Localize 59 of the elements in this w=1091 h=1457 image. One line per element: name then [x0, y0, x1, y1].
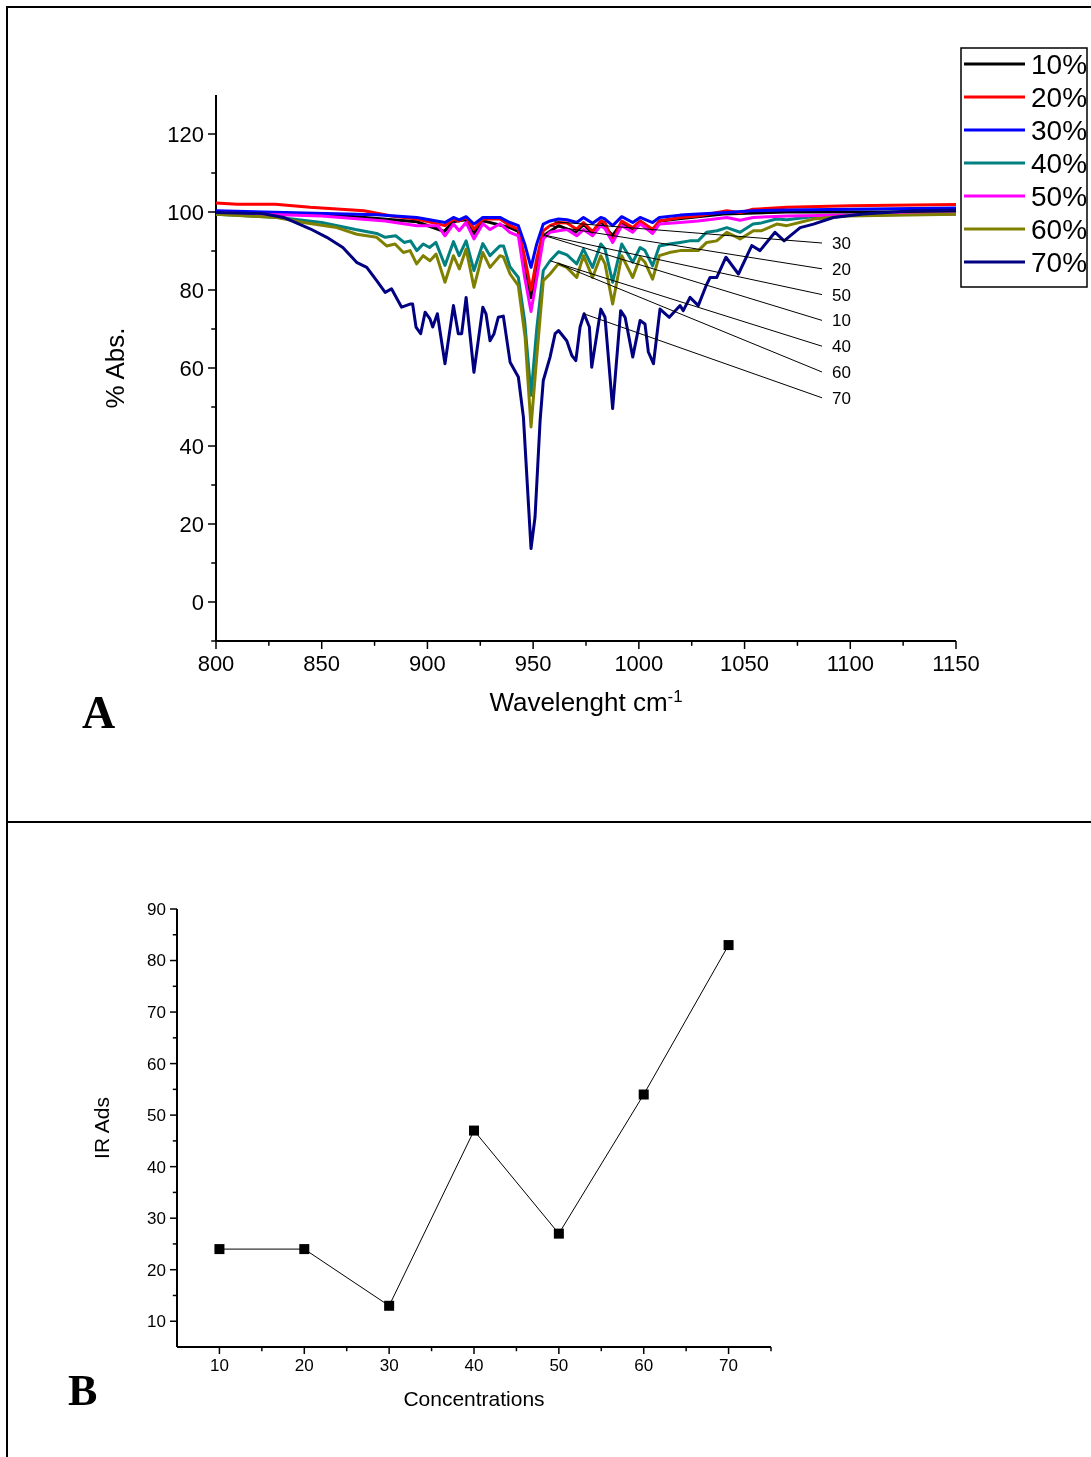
- point: [723, 940, 734, 951]
- x-tick-label: 1150: [932, 651, 980, 676]
- legend-label: 30%: [1031, 114, 1088, 146]
- legend-label: 70%: [1031, 246, 1088, 278]
- y-tick-label: 20: [147, 1260, 166, 1280]
- y-tick-label: 90: [147, 899, 166, 919]
- point: [553, 1228, 564, 1239]
- x-tick-label: 900: [409, 651, 446, 676]
- annotation: 60: [832, 363, 851, 382]
- annotation: 10: [832, 311, 851, 331]
- line-series: [214, 208, 958, 551]
- x-tick-label: 850: [303, 651, 341, 676]
- legend-label: 60%: [1031, 213, 1088, 245]
- annotation: 70: [832, 388, 851, 408]
- x-axis-title: Concentrations: [403, 1387, 545, 1410]
- y-tick-label: 20: [179, 511, 204, 537]
- y-tick-label: 10: [147, 1312, 166, 1332]
- text: A: [82, 687, 116, 738]
- x-tick-label: 50: [549, 1356, 569, 1375]
- x-tick-label: 1050: [720, 651, 770, 676]
- text: B: [68, 1366, 98, 1415]
- point: [299, 1244, 310, 1255]
- x-tick-label: 10: [209, 1356, 229, 1375]
- y-tick-label: 40: [179, 433, 204, 459]
- point: [638, 1089, 649, 1100]
- y-tick-label: 120: [167, 121, 204, 147]
- legend-label: 50%: [1031, 180, 1088, 212]
- x-tick-label: 70: [719, 1356, 739, 1375]
- y-tick-label: 30: [147, 1209, 166, 1229]
- y-tick-label: 80: [179, 277, 204, 303]
- legend-label: 20%: [1031, 81, 1088, 113]
- y-tick-label: 60: [147, 1054, 166, 1074]
- y-tick-label: 40: [147, 1157, 166, 1177]
- y-axis-title: IR Ads: [90, 1097, 113, 1159]
- x-tick-label: 40: [464, 1356, 484, 1375]
- x-tick-label: 30: [379, 1356, 399, 1375]
- x-tick-label: 950: [514, 651, 552, 676]
- y-tick-label: 100: [167, 199, 204, 225]
- annotation: 40: [832, 337, 851, 357]
- y-tick-label: 50: [147, 1106, 166, 1126]
- y-tick-label: 80: [147, 951, 166, 971]
- point: [384, 1300, 395, 1311]
- point: [469, 1125, 479, 1136]
- y-tick-label: 60: [179, 355, 204, 381]
- x-tick-label: 1100: [826, 651, 874, 676]
- legend-label: 40%: [1031, 147, 1088, 179]
- x-tick-label: 1000: [614, 651, 664, 676]
- x-tick-label: 60: [634, 1356, 654, 1375]
- annotation: 30: [832, 234, 851, 253]
- y-tick-label: 70: [147, 1003, 166, 1023]
- x-tick-label: 800: [197, 651, 235, 676]
- legend-label: 10%: [1031, 48, 1088, 80]
- point: [214, 1244, 225, 1255]
- y-axis-title: % Abs.: [100, 327, 130, 409]
- annotation: 50: [832, 285, 851, 305]
- x-axis-title: Wavelenght cm$^{-1}$: [489, 686, 683, 717]
- annotation: 20: [832, 259, 851, 279]
- x-tick-label: 20: [294, 1356, 314, 1375]
- y-tick-label: 0: [191, 589, 204, 615]
